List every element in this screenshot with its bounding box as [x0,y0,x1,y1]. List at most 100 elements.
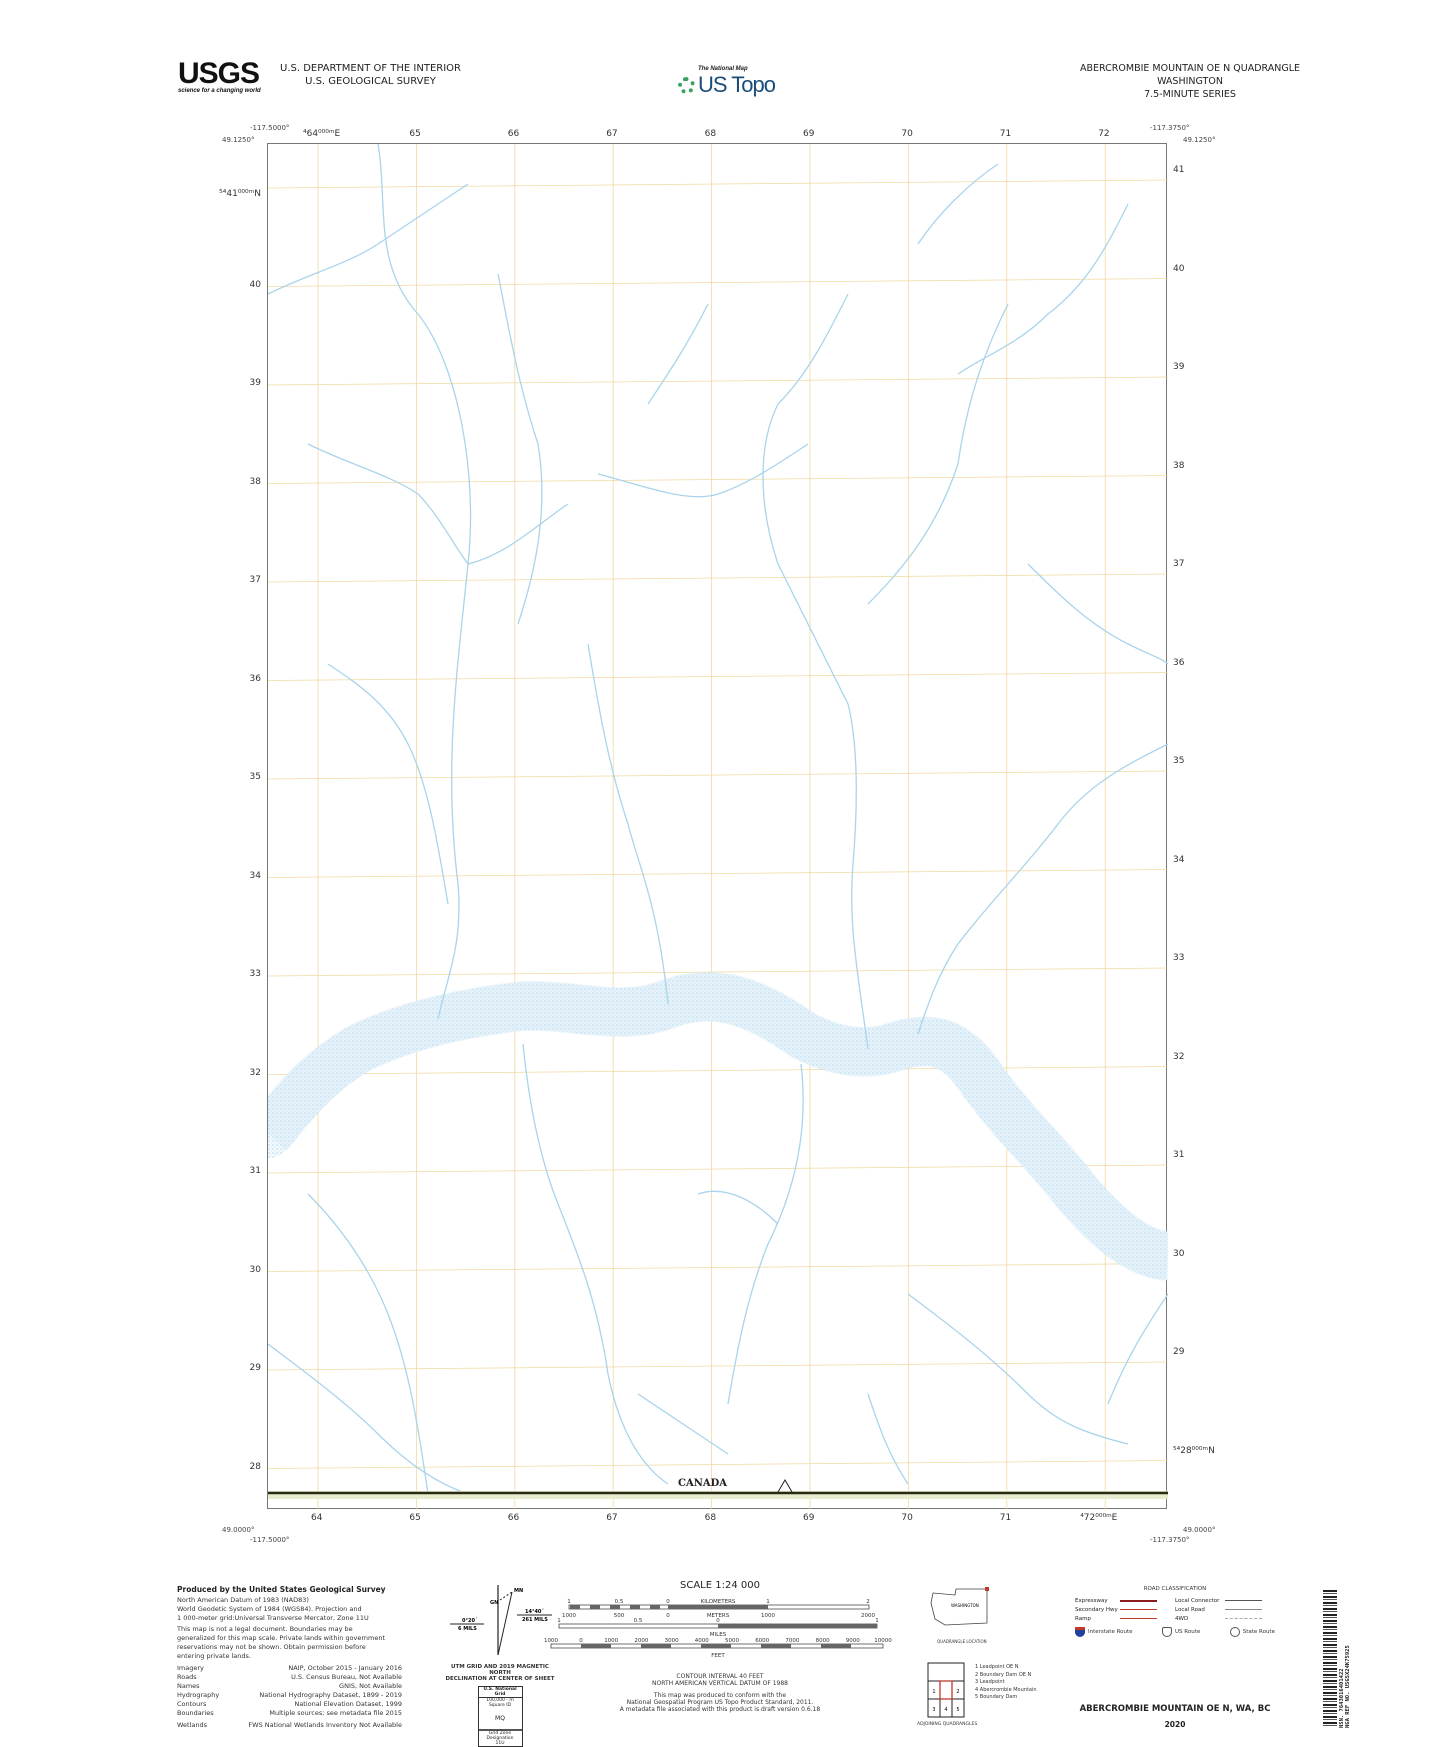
northing-label-right: 40 [1173,263,1185,274]
svg-text:261 MILS: 261 MILS [522,1617,548,1623]
grid-line-northing [267,1164,1169,1174]
northing-label-right: 38 [1173,460,1185,471]
svg-text:6 MILS: 6 MILS [458,1626,477,1632]
grid-line-northing [267,672,1169,681]
standard-note: A metadata file associated with this pro… [619,1706,821,1713]
feet-label: 5000 [725,1638,739,1644]
feet-label: 0 [579,1638,583,1644]
mile-label: 0.5 [634,1618,643,1624]
feet-label: 1000 [544,1638,558,1644]
credits-line: 1 000-meter grid:Universal Transverse Me… [177,1614,369,1622]
stream [522,1043,669,1485]
disclaimer-line: reservations may not be shown. Obtain pe… [177,1643,366,1651]
footer-year: 2020 [1164,1720,1186,1729]
northing-label-right: 30 [1173,1248,1185,1259]
source-row: Boundaries Multiple sources; see metadata… [177,1709,402,1717]
northing-label-left: 28 [249,1461,261,1472]
quadrangle-title-block: ABERCROMBIE MOUNTAIN OE N QUADRANGLE WAS… [1080,62,1300,101]
meter-label: 1000 [562,1613,576,1619]
easting-label-top: 70 [901,129,913,139]
stream [1027,563,1169,665]
nw-longitude: -117.5000° [250,124,290,132]
adjoining-quad-name: 4 Abercrombie Mountain [975,1686,1037,1693]
stream [637,1393,729,1455]
credits-title: Produced by the United States Geological… [177,1585,386,1594]
easting-label-bottom: 68 [704,1513,717,1523]
road-symbol [1120,1599,1157,1602]
road-symbol [1225,1600,1262,1601]
road-symbol [1225,1618,1262,1619]
agency-block: U.S. DEPARTMENT OF THE INTERIOR U.S. GEO… [280,62,461,88]
easting-label-top: ⁴64⁰⁰⁰ᵐE [303,129,341,139]
northing-label-right: 37 [1173,559,1185,569]
source-row: Contours National Elevation Dataset, 1999 [177,1700,402,1708]
stream [727,1063,804,1405]
easting-label-bottom: 71 [999,1513,1012,1523]
adjoining-cell: 5 [956,1707,959,1713]
adjoining-cell: 1 [932,1689,935,1695]
stream [867,1393,909,1485]
feet-unit: FEET [711,1653,725,1659]
northing-label-left: 38 [249,476,261,487]
sw-longitude: -117.5000° [250,1536,290,1544]
national-grid-box: U.S. National Grid 100,000 - m Square ID… [477,1686,523,1747]
topo-map[interactable]: CANADA [244,143,1192,1510]
grid-line-northing [267,179,1169,189]
northing-label-left: 34 [249,870,261,881]
northing-label-left: 30 [249,1264,261,1275]
adjoining-quad-name: 1 Leadpoint OE N [975,1664,1019,1670]
grid-line-northing [267,1066,1169,1075]
grid-line-northing [267,573,1169,583]
international-border [268,1479,1168,1499]
easting-label-top: 69 [803,129,815,139]
stream [467,503,569,565]
grid-line-northing [267,967,1169,977]
grid-line-northing [267,278,1169,287]
credits-block: Produced by the United States Geological… [177,1585,402,1730]
standard-note: This map was produced to conform with th… [653,1692,787,1699]
road-legend-row: Expressway Local Connector [1075,1596,1275,1605]
km-label: 0.5 [615,1599,624,1605]
northing-label-right: ⁵⁴28⁰⁰⁰ᵐN [1173,1445,1215,1456]
km-label: 1 [766,1599,770,1605]
adjoining-cell: 2 [956,1689,959,1695]
feet-label: 6000 [755,1638,769,1644]
feet-label: 9000 [846,1638,860,1644]
quadrangle-title: ABERCROMBIE MOUNTAIN OE N QUADRANGLE [1080,63,1300,74]
state-name: WASHINGTON [1157,76,1223,87]
grid-line-northing [267,1263,1169,1272]
km-label: 0 [666,1599,670,1605]
grid-line-northing [267,1460,1169,1469]
stream [267,1343,469,1495]
adjoining-cell: 4 [944,1707,947,1713]
stream [917,163,999,245]
stream [497,273,543,625]
source-row: Wetlands FWS National Wetlands Inventory … [177,1721,402,1729]
usgs-logo: USGS science for a changing world [178,57,261,95]
road-symbol [1120,1618,1157,1619]
standard-note: National Geospatial Program US Topo Prod… [626,1699,814,1706]
sw-latitude: 49.0000° [222,1526,255,1534]
map-frame[interactable]: CANADA [244,143,1192,1510]
us-topo-logo: The National Map US Topo [678,66,776,98]
northing-label-right: 31 [1173,1150,1185,1160]
northing-label-right: 39 [1173,362,1185,372]
svg-text:WASHINGTON: WASHINGTON [951,1603,979,1608]
easting-label-top: 72 [1098,129,1110,139]
easting-label-top: 68 [704,129,717,139]
department-name: U.S. DEPARTMENT OF THE INTERIOR [280,63,461,74]
stream [597,443,809,498]
streams [267,143,1169,1495]
stream [327,663,449,905]
mile-label: 0 [716,1618,720,1624]
scale-block: SCALE 1:24 000 1 0.5 0 KILOMETERS 1 2 1000 500 0… [540,1580,900,1713]
northing-label-right: 32 [1173,1051,1185,1062]
stream [1107,1293,1169,1405]
stream [267,183,469,295]
source-row: Imagery NAIP, October 2015 - January 2016 [177,1664,402,1672]
feet-label: 7000 [785,1638,799,1644]
nw-latitude: 49.1250° [222,136,255,144]
grid-line-northing [267,475,1169,484]
feet-label: 8000 [816,1638,830,1644]
northing-label-right: 29 [1173,1347,1185,1357]
